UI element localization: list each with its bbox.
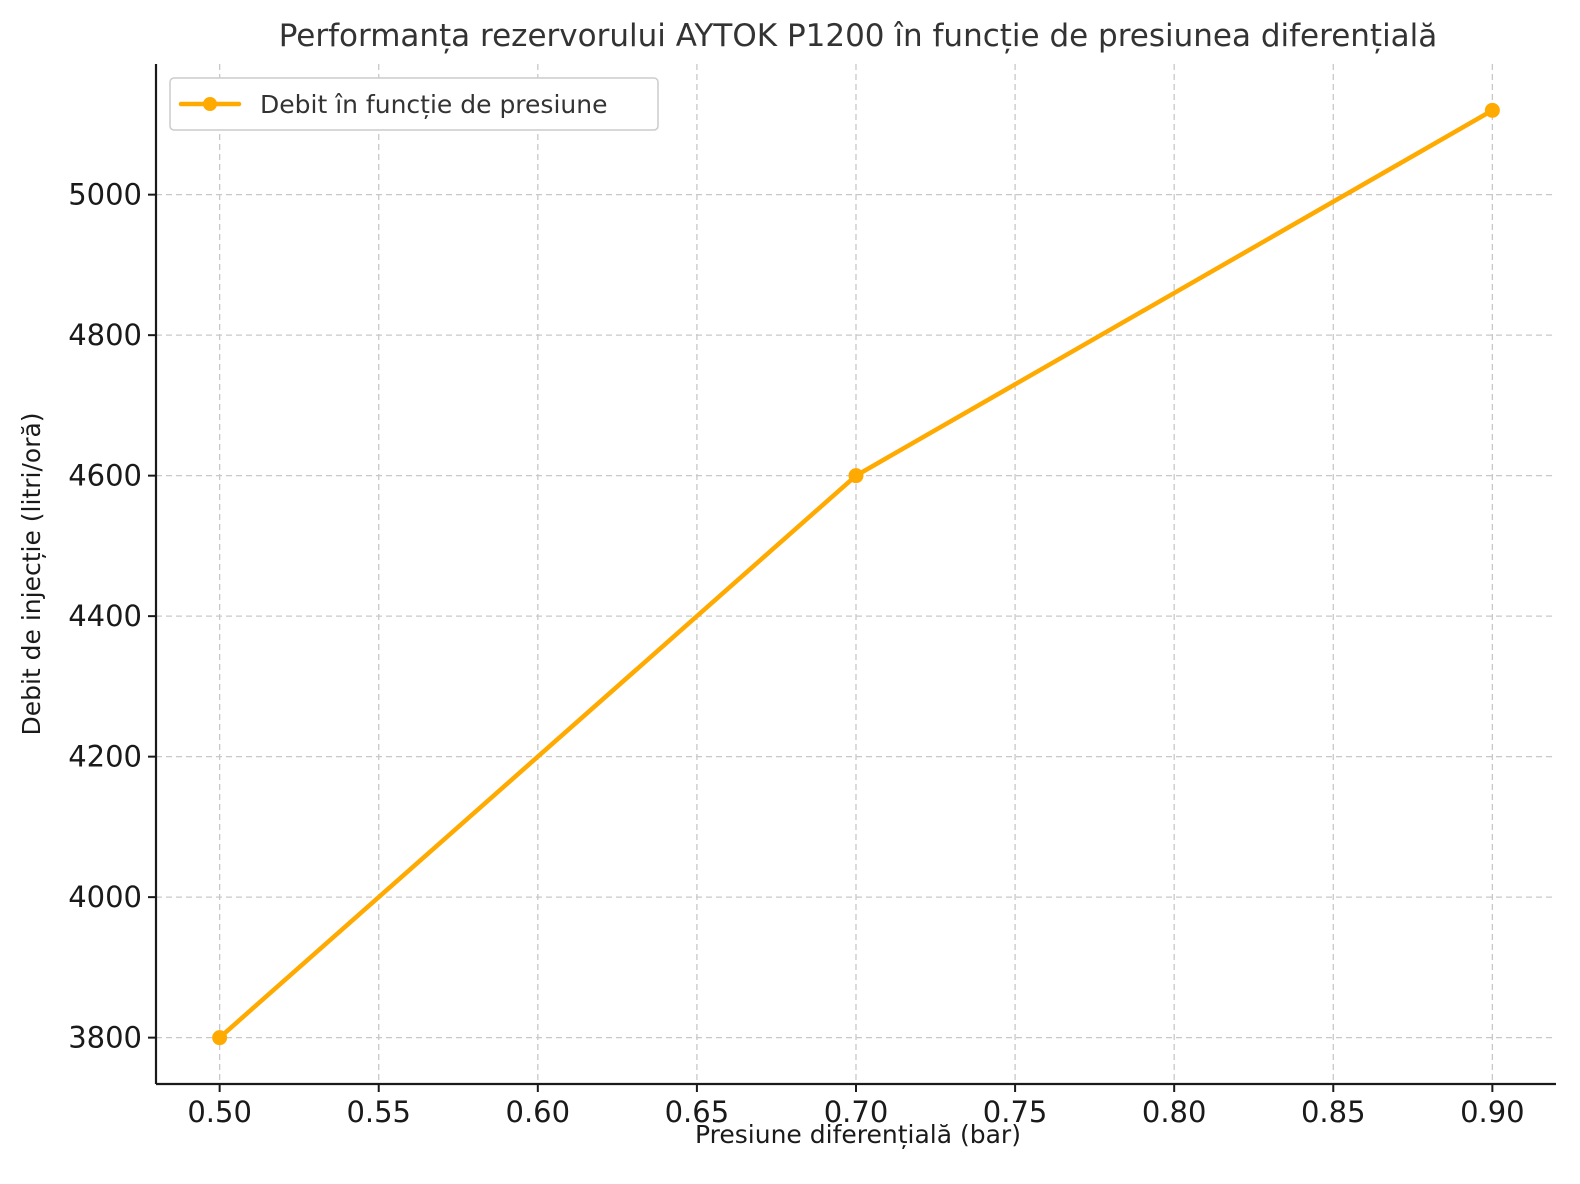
x-tick-label: 0.80 [1142, 1095, 1207, 1129]
legend-box [169, 77, 659, 131]
x-axis-label: Presiune diferențială (bar) [695, 1120, 1021, 1149]
x-tick-label: 0.60 [506, 1095, 571, 1129]
x-tick-label: 0.50 [187, 1095, 252, 1129]
series-layer [212, 102, 1500, 1046]
grid-layer [156, 64, 1556, 1084]
data-point [848, 468, 864, 484]
legend-label: Debit în funcție de presiune [260, 90, 607, 119]
y-tick-label: 5000 [68, 178, 142, 212]
y-tick-label: 4200 [68, 740, 142, 774]
y-tick-label: 4000 [68, 880, 142, 914]
y-tick-label: 3800 [68, 1021, 142, 1055]
x-tick-label: 0.90 [1460, 1095, 1525, 1129]
x-tick-label: 0.65 [665, 1095, 730, 1129]
chart-title: Performanța rezervorului AYTOK P1200 în … [279, 18, 1438, 54]
x-tick-label: 0.55 [346, 1095, 411, 1129]
y-tick-label: 4600 [68, 459, 142, 493]
y-tick-label: 4800 [68, 318, 142, 352]
x-tick-label: 0.70 [824, 1095, 889, 1129]
x-tick-label: 0.85 [1301, 1095, 1366, 1129]
y-axis-label: Debit de injecție (litri/oră) [17, 412, 46, 735]
y-tick-label: 4400 [68, 599, 142, 633]
x-tick-label: 0.75 [983, 1095, 1048, 1129]
legend-marker-swatch [203, 97, 217, 111]
data-point [212, 1030, 228, 1046]
ticks-layer: 0.50 0.55 0.60 0.65 0.70 0.75 0.80 0.85 0.90 3800… [68, 178, 1524, 1129]
legend: Debit în funcție de presiune [169, 77, 659, 131]
data-point [1484, 102, 1500, 118]
